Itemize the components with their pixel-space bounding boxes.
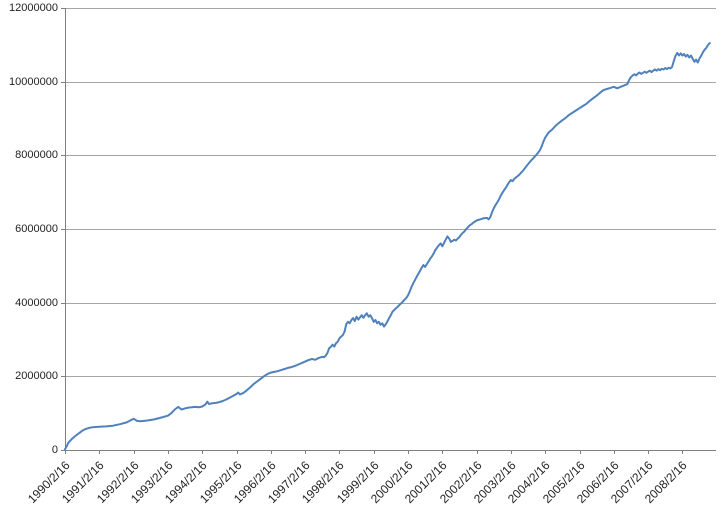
y-tick-label: 0 bbox=[51, 444, 58, 456]
data-series-line bbox=[64, 42, 711, 451]
y-tick-label: 2000000 bbox=[15, 370, 58, 382]
y-tick-label: 8000000 bbox=[15, 149, 58, 161]
y-tick-label: 4000000 bbox=[15, 297, 58, 309]
y-tick-label: 10000000 bbox=[9, 76, 58, 88]
y-tick-label: 12000000 bbox=[9, 2, 58, 14]
y-tick-label: 6000000 bbox=[15, 223, 58, 235]
